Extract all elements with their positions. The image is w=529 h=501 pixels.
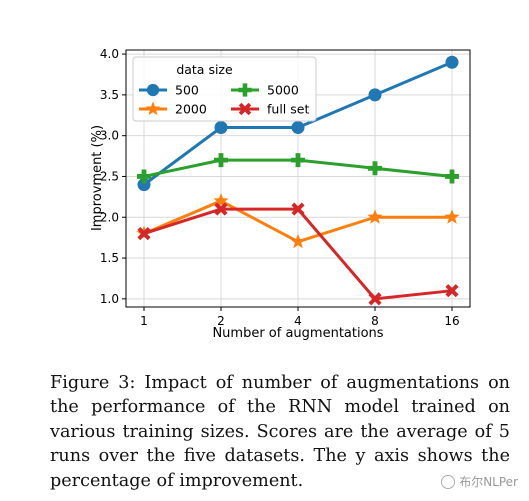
y-tick-label: 1.5 [100, 251, 119, 265]
x-tick-label: 2 [217, 314, 225, 328]
watermark: 布尔NLPer [438, 472, 521, 491]
series-500 [137, 55, 459, 192]
data-point-shape [214, 202, 228, 216]
legend-marker [238, 83, 252, 97]
data-point [214, 202, 228, 216]
y-tick-label: 2.0 [100, 210, 119, 224]
data-point-shape [445, 284, 459, 298]
legend-marker-shape [238, 102, 252, 116]
legend: data size 500 2000 5000 full set [132, 56, 317, 122]
legend-marker [146, 83, 160, 97]
legend-title: data size [176, 62, 233, 77]
y-tick-label: 2.5 [100, 169, 119, 183]
data-point [445, 169, 459, 184]
legend-entry-2000: 2000 [139, 101, 207, 117]
data-point [214, 153, 228, 168]
x-tick-label: 1 [140, 314, 148, 328]
series-full-set [137, 202, 459, 306]
data-point [213, 192, 229, 208]
data-point [367, 209, 383, 224]
data-point [137, 169, 151, 184]
figure-caption: Figure 3: Impact of number of augmentati… [50, 373, 510, 491]
data-point [137, 178, 151, 192]
legend-label: 5000 [267, 83, 299, 98]
data-point [290, 233, 306, 249]
x-tick-label: 16 [444, 314, 459, 328]
axes: 1 2 4 8 16 1.0 1.5 2.0 2.5 3.0 3.5 4.0 [100, 47, 460, 328]
x-tick-label: 4 [294, 314, 302, 328]
legend-entry-5000: 5000 [231, 83, 299, 98]
data-point [368, 292, 382, 306]
x-tick-label: 8 [371, 314, 379, 328]
legend-label: full set [267, 102, 309, 117]
legend-box [132, 56, 317, 122]
series-5000 [137, 153, 459, 184]
series-layer [136, 55, 460, 306]
line-chart: 1 2 4 8 16 1.0 1.5 2.0 2.5 3.0 3.5 4.0 data size 500… [90, 47, 471, 341]
y-tick-label: 1.0 [100, 292, 119, 306]
data-point [291, 121, 305, 135]
y-tick-label: 4.0 [100, 47, 119, 61]
y-axis-label: Improvment (%) [90, 125, 105, 231]
legend-label: 500 [175, 83, 199, 98]
data-point-shape [291, 202, 305, 216]
data-point [445, 55, 459, 69]
data-point-shape [368, 292, 382, 306]
y-tick-label: 3.5 [100, 88, 119, 102]
watermark-text: 布尔NLPer [459, 475, 518, 489]
data-point [291, 153, 305, 168]
legend-label: 2000 [175, 102, 207, 117]
legend-marker [238, 102, 252, 116]
data-point [445, 284, 459, 298]
data-point [368, 88, 382, 102]
data-point [444, 209, 460, 224]
legend-marker [145, 101, 161, 116]
data-point [368, 161, 382, 176]
legend-entry-500: 500 [139, 83, 199, 98]
x-axis-label: Number of augmentations [212, 326, 383, 341]
legend-entry-full-set: full set [231, 102, 309, 117]
data-point [137, 226, 151, 241]
data-point [291, 202, 305, 216]
data-point [214, 121, 228, 135]
y-tick-label: 3.0 [100, 129, 119, 143]
wechat-icon [441, 474, 456, 489]
data-point-shape [137, 226, 151, 241]
